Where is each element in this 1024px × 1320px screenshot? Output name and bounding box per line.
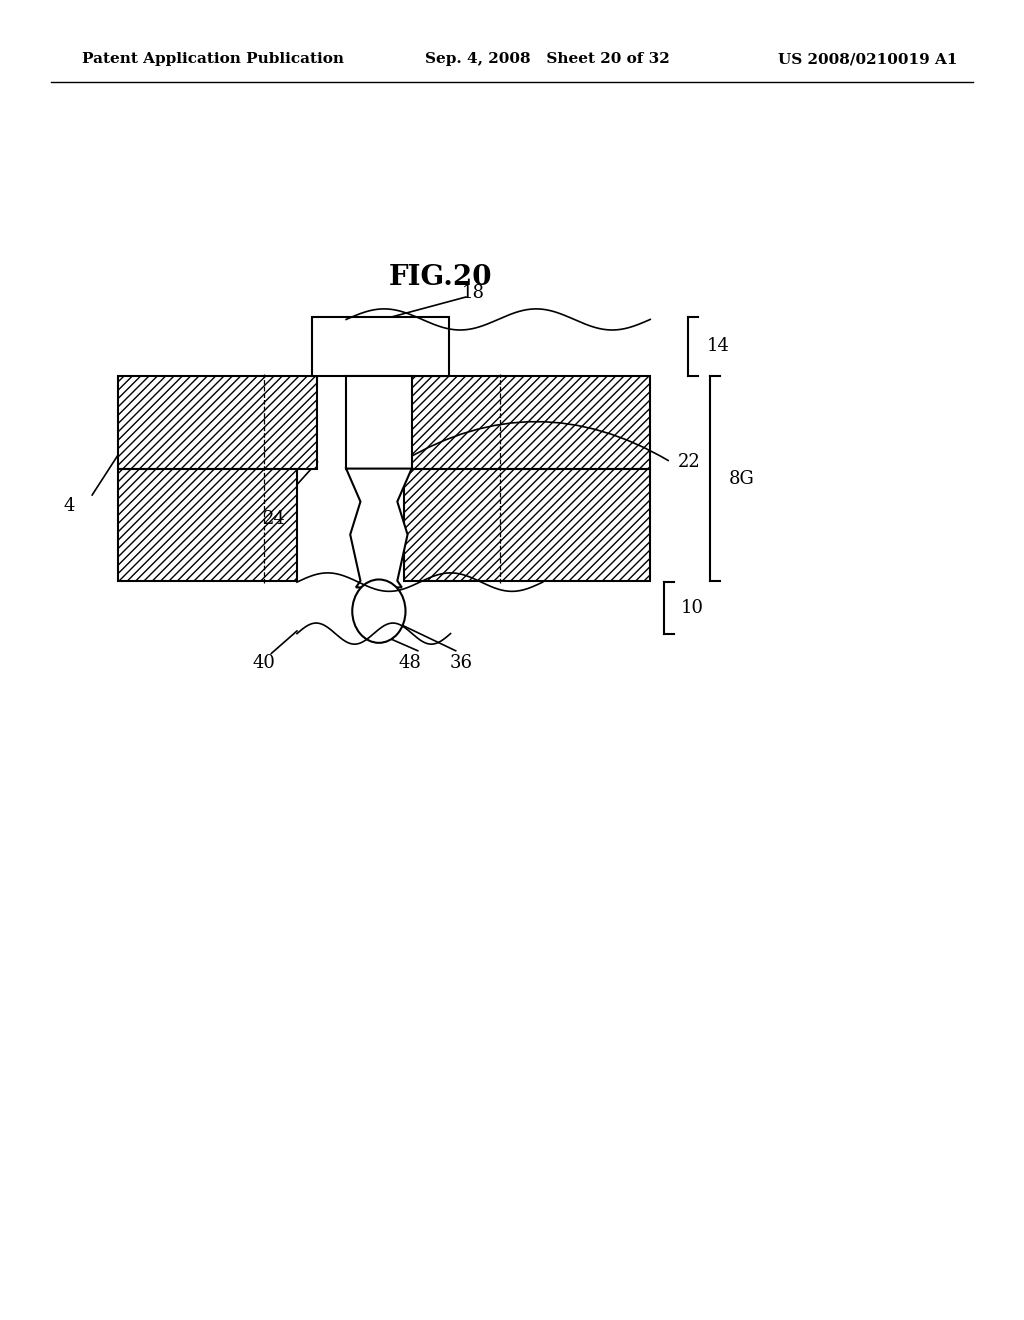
Polygon shape [346, 469, 412, 587]
Text: 24: 24 [263, 510, 286, 528]
Text: 14: 14 [707, 338, 729, 355]
Ellipse shape [352, 579, 406, 643]
Text: 36: 36 [450, 653, 472, 672]
Bar [404, 469, 650, 581]
Bar [118, 469, 297, 581]
Text: 40: 40 [253, 653, 275, 672]
Text: 22: 22 [678, 453, 700, 471]
Text: 4: 4 [63, 496, 76, 515]
Text: US 2008/0210019 A1: US 2008/0210019 A1 [778, 53, 957, 66]
Text: FIG.20: FIG.20 [389, 264, 493, 290]
Text: 10: 10 [681, 599, 703, 616]
Text: 8G: 8G [729, 470, 755, 487]
Bar [312, 317, 449, 376]
Bar [384, 376, 650, 469]
Text: 48: 48 [398, 653, 421, 672]
Text: Sep. 4, 2008   Sheet 20 of 32: Sep. 4, 2008 Sheet 20 of 32 [425, 53, 670, 66]
Text: Patent Application Publication: Patent Application Publication [82, 53, 344, 66]
Bar [346, 376, 412, 469]
Bar [118, 376, 317, 469]
Text: 18: 18 [462, 284, 484, 302]
